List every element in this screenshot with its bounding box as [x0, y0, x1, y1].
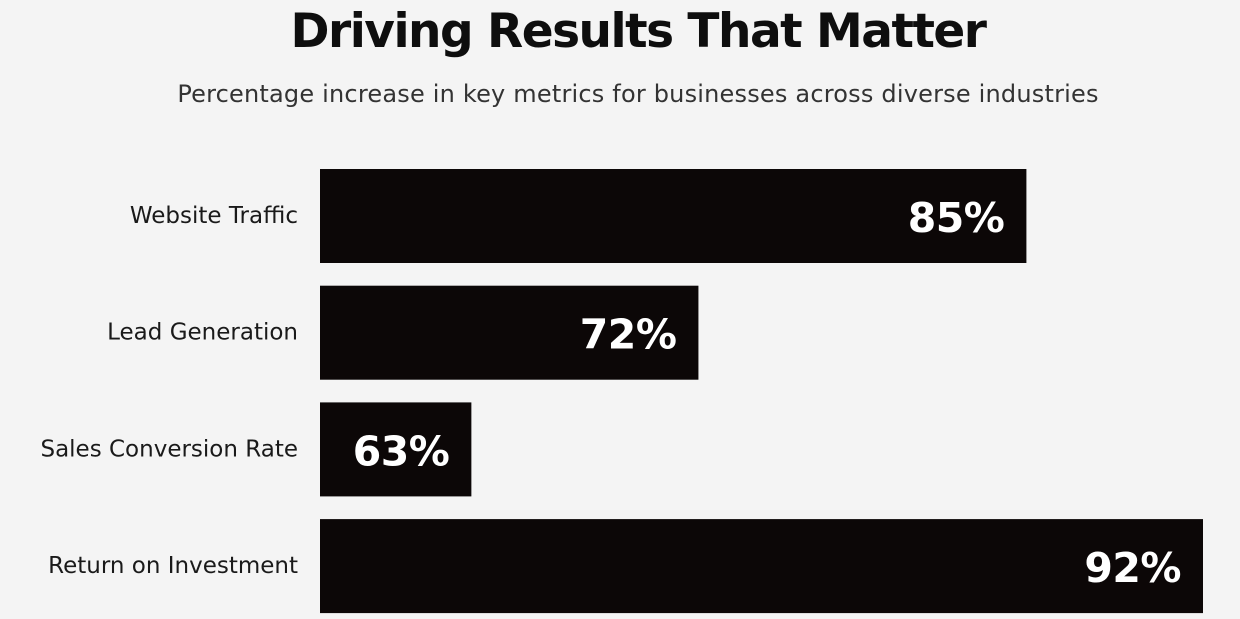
value-label-website-traffic: 85%	[908, 194, 1005, 242]
bar-lead-generation	[320, 285, 699, 380]
bar-website-traffic	[320, 169, 1027, 263]
category-label-lead-generation: Lead Generation	[107, 320, 298, 346]
value-label-lead-generation: 72%	[580, 311, 677, 359]
category-label-website-traffic: Website Traffic	[130, 203, 298, 229]
chart-subtitle: Percentage increase in key metrics for b…	[177, 80, 1099, 108]
bar-return-on-investment	[320, 519, 1203, 614]
value-label-sales-conversion-rate: 63%	[353, 427, 450, 475]
category-label-return-on-investment: Return on Investment	[48, 553, 298, 579]
chart-title: Driving Results That Matter	[290, 4, 987, 59]
value-label-return-on-investment: 92%	[1084, 544, 1181, 592]
bar-sales-conversion-rate	[320, 402, 472, 497]
category-label-sales-conversion-rate: Sales Conversion Rate	[40, 436, 298, 462]
